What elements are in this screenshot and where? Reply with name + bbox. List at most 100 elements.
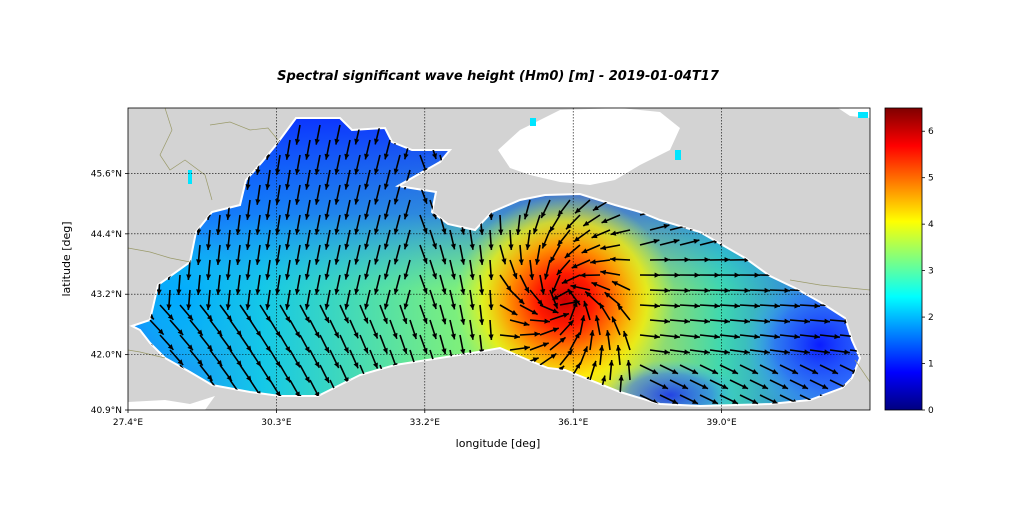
wave-arrow <box>509 319 530 327</box>
wave-arrow <box>659 238 680 246</box>
wave-arrow <box>539 304 559 314</box>
black-sea-coastline <box>129 117 862 408</box>
wave-arrow <box>719 303 741 309</box>
wave-arrow <box>186 259 192 280</box>
x-tick-label: 27.4°E <box>113 418 144 428</box>
wave-arrow <box>364 229 371 250</box>
wave-arrow <box>383 289 391 310</box>
y-tick-label: 42.0°N <box>91 351 122 361</box>
wave-arrow <box>205 289 212 310</box>
wave-arrow <box>225 229 231 250</box>
wave-arrow <box>789 349 810 355</box>
wave-arrow <box>469 229 475 250</box>
lakes <box>188 112 868 184</box>
wave-arrow <box>729 349 750 355</box>
wave-arrow <box>615 345 622 366</box>
wave-arrow <box>304 289 311 310</box>
wave-arrow <box>389 319 398 340</box>
wave-arrow <box>393 274 401 295</box>
wave-arrow <box>285 289 291 310</box>
colorbar-tick-label: 6 <box>928 127 934 137</box>
wave-arrow <box>659 303 681 309</box>
y-axis-ticks: 45.6°N 44.4°N 43.2°N 42.0°N 40.9°N <box>91 169 128 416</box>
wave-arrow <box>176 274 182 296</box>
wave-arrow <box>579 346 589 366</box>
wave-arrow <box>245 199 251 220</box>
wave-arrow <box>439 274 447 295</box>
wave-arrow <box>169 349 184 366</box>
wave-arrow <box>166 289 172 311</box>
wave-arrow <box>519 274 530 294</box>
wave-arrow <box>591 281 611 291</box>
wave-arrow <box>488 259 494 281</box>
wave-arrow <box>419 214 428 235</box>
wave-arrow <box>294 244 301 265</box>
wave-arrow <box>739 303 761 309</box>
wave-arrow <box>383 259 391 280</box>
wave-arrow <box>759 364 779 375</box>
wave-arrow <box>314 184 321 205</box>
wave-arrow <box>379 334 388 354</box>
wave-arrow <box>319 304 330 324</box>
wave-arrow <box>329 319 340 339</box>
wave-arrow <box>488 289 494 311</box>
wave-arrow <box>314 244 321 265</box>
wave-arrow <box>364 199 371 220</box>
wave-arrow <box>534 244 541 265</box>
wave-arrow <box>622 330 631 351</box>
wave-arrow <box>561 274 581 285</box>
wave-arrow <box>215 214 222 235</box>
wave-arrow <box>719 333 740 340</box>
wave-arrow <box>469 259 475 280</box>
wave-arrow <box>225 259 231 280</box>
wave-arrow <box>659 272 681 278</box>
wave-arrow <box>269 319 282 338</box>
wave-arrow <box>499 304 518 316</box>
wave-arrow <box>509 345 530 351</box>
wave-arrow <box>324 289 331 310</box>
wave-arrow <box>373 154 381 175</box>
wave-arrow <box>569 300 578 321</box>
wave-arrow <box>699 394 719 405</box>
wave-arrow <box>551 274 561 294</box>
wave-arrow <box>523 199 531 220</box>
wave-arrow <box>304 229 311 250</box>
wave-arrow <box>245 259 251 280</box>
wave-arrow <box>669 379 689 390</box>
wave-arrow <box>429 319 437 340</box>
wave-arrow <box>409 319 418 340</box>
wave-arrow <box>275 214 281 235</box>
wave-arrow <box>639 333 660 340</box>
wave-arrow <box>354 274 361 295</box>
wave-arrow <box>583 300 591 321</box>
wave-arrow <box>449 259 456 280</box>
wave-arrow <box>709 379 729 390</box>
wave-arrow <box>199 334 213 352</box>
wave-arrow <box>354 184 361 205</box>
wave-arrow <box>533 214 541 235</box>
wave-arrow <box>393 184 401 205</box>
wave-arrow <box>479 244 485 265</box>
wave-arrow <box>739 364 759 375</box>
wave-arrow <box>304 199 311 220</box>
wave-arrow <box>789 379 809 390</box>
wave-arrow <box>600 269 621 276</box>
wave-arrow <box>275 244 281 265</box>
wave-arrow <box>749 379 769 390</box>
x-tick-label: 33.2°E <box>410 418 441 428</box>
wave-arrow <box>215 274 222 295</box>
wave-arrow <box>649 287 671 294</box>
wave-arrow <box>649 379 669 390</box>
wave-arrow <box>605 330 611 351</box>
wave-arrow <box>209 349 223 367</box>
wave-arrow <box>549 336 567 351</box>
wave-arrow <box>515 214 521 235</box>
wave-arrow <box>449 289 456 310</box>
wave-arrow <box>574 199 591 214</box>
wave-arrow <box>579 272 601 278</box>
wave-arrow <box>354 214 361 235</box>
wave-arrow <box>469 289 475 310</box>
wave-arrow <box>299 334 311 353</box>
colorbar-tick-label: 3 <box>928 267 934 277</box>
wave-arrow <box>759 394 779 405</box>
